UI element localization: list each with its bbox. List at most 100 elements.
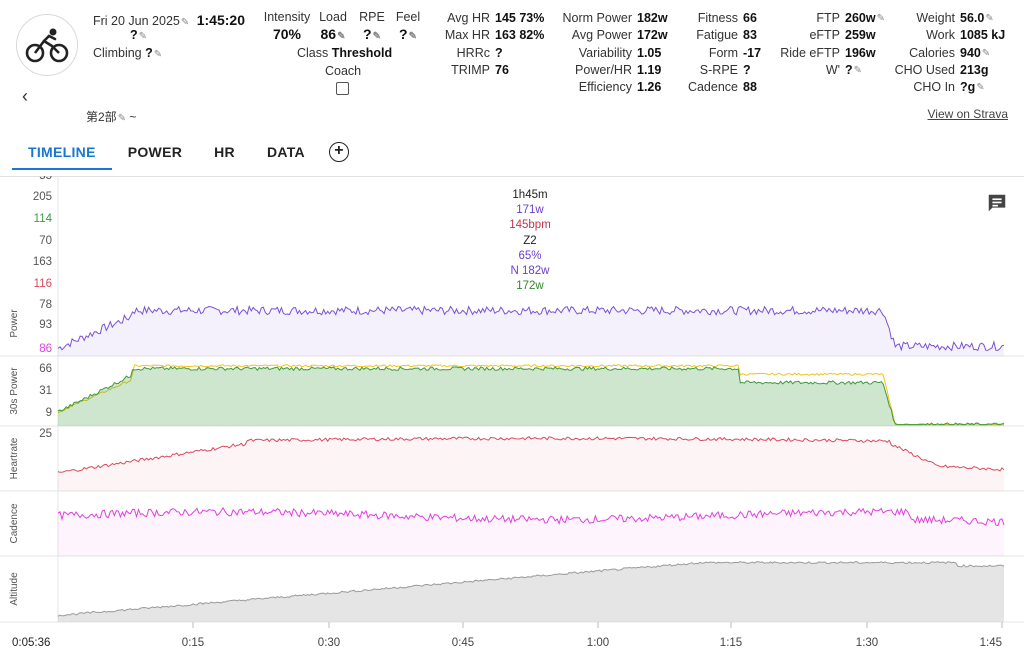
summary-norm-power: N 182w (510, 265, 550, 278)
stat-value: 56.0 (960, 11, 985, 25)
power30-series-line (57, 366, 1005, 426)
stat-cho-in[interactable]: CHO In ?g ✎ (893, 79, 1005, 96)
stat-value: 145 73% (495, 11, 545, 25)
x-tick-label: 1:15 (720, 637, 742, 649)
edit-pencil-icon[interactable]: ✎ (138, 31, 148, 42)
x-tick-label: 1:00 (587, 637, 609, 649)
feel-column[interactable]: Feel ?✎ (393, 10, 423, 42)
rpe-column[interactable]: RPE ?✎ (357, 10, 387, 42)
stat-variability: Variability 1.05 (548, 45, 668, 62)
y-tick-label: 116 (34, 278, 52, 290)
activity-title-value: ? (130, 28, 138, 42)
x-tick-label: 0:45 (452, 637, 474, 649)
lane-label: Cadence (9, 503, 20, 543)
activity-title-line[interactable]: ?✎ (130, 28, 147, 42)
power30-series-area (58, 366, 1004, 426)
stat-avg-hr: Avg HR 145 73% (428, 10, 544, 27)
load-value: 86 (320, 26, 337, 42)
tab-bar: TIMELINE POWER HR DATA + (12, 138, 349, 170)
add-tab-icon[interactable]: + (328, 142, 349, 162)
stat-value: 213g (960, 62, 989, 77)
edit-pencil-icon[interactable]: ✎ (981, 47, 991, 59)
stat-label: Max HR (444, 28, 490, 43)
stat-value: 260w (845, 11, 876, 25)
stat-value: 1085 kJ (960, 28, 1006, 43)
tab-power[interactable]: POWER (127, 144, 183, 160)
stat-value: 172w (637, 28, 668, 43)
y-tick-label: 70 (39, 235, 52, 247)
load-column[interactable]: Load 86✎ (316, 10, 350, 42)
view-on-strava-link[interactable]: View on Strava (927, 107, 1009, 121)
edit-pencil-icon[interactable]: ✎ (337, 31, 346, 42)
x-cursor-label: 0:05:36 (12, 637, 50, 649)
summary-avg-power: 171w (516, 204, 544, 217)
tab-timeline[interactable]: TIMELINE (12, 138, 112, 170)
stat-value: ?g (960, 80, 976, 95)
stat-fatigue: Fatigue 83 (676, 27, 761, 44)
stat-value: 196w (845, 45, 876, 60)
edit-pencil-icon[interactable]: ✎ (153, 49, 163, 60)
edit-pencil-icon[interactable]: ✎ (117, 113, 127, 124)
stat-label: CHO In (913, 80, 955, 95)
heartrate-series-line (57, 436, 1005, 473)
x-tick-label: 1:30 (856, 637, 878, 649)
tab-hr[interactable]: HR (214, 144, 235, 160)
edit-pencil-icon[interactable]: ✎ (372, 31, 381, 42)
edit-pencil-icon[interactable]: ✎ (976, 82, 985, 94)
chart-lanes: Power2261015530s Power20511470Heartrate1… (0, 176, 1024, 623)
stat-ftp[interactable]: FTP 260w ✎ (780, 10, 885, 27)
stat-value: ? (743, 62, 751, 77)
stat-label: Avg Power (571, 28, 632, 43)
altitude-series-area (58, 561, 1004, 622)
cycling-icon (25, 28, 69, 63)
stat-label: Work (926, 28, 955, 43)
coach-checkbox[interactable] (336, 82, 349, 95)
back-chevron-icon[interactable]: ‹ (22, 86, 28, 106)
stat-value: -17 (743, 45, 762, 60)
climbing-line[interactable]: Climbing ?✎ (93, 46, 162, 60)
stat-label: eFTP (809, 28, 840, 43)
stat-weight[interactable]: Weight 56.0 ✎ (893, 10, 1005, 27)
stat-value: 88 (743, 80, 757, 95)
stat-fitness: Fitness 66 (676, 10, 761, 27)
comment-icon[interactable] (986, 192, 1008, 217)
stat-label: Avg HR (447, 11, 490, 25)
stat-efficiency: Efficiency 1.26 (548, 79, 668, 96)
subtitle-suffix: ~ (129, 110, 137, 124)
ftp-stats: FTP 260w ✎ eFTP 259w Ride eFTP 196w W'? ✎ (780, 10, 885, 79)
y-tick-label: 25 (39, 428, 52, 440)
stat-s-rpe: S-RPE? (676, 62, 761, 79)
summary-avg-hr: 145bpm (509, 219, 551, 232)
stat-value: 163 82% (495, 28, 545, 43)
class-label: Class (297, 46, 329, 60)
stat-value: 1.05 (637, 45, 662, 60)
y-tick-label: 205 (33, 191, 52, 203)
tab-data[interactable]: DATA (266, 144, 305, 160)
x-axis: 0:05:36 0:15 0:30 0:45 1:00 1:15 1:30 1:45 (12, 622, 1003, 649)
stat-cho-used: CHO Used 213g (893, 62, 1005, 79)
y-tick-label: 66 (39, 363, 52, 375)
edit-pencil-icon[interactable]: ✎ (985, 13, 994, 24)
stat-calories[interactable]: Calories 940 ✎ (893, 45, 1005, 62)
stat-work: Work 1085 kJ (893, 27, 1005, 44)
stat-value: 182w (637, 11, 668, 25)
cadence-series-line (57, 506, 1005, 527)
timeline-chart[interactable]: Power2261015530s Power20511470Heartrate1… (0, 176, 1024, 654)
stat-form: Form -17 (676, 45, 761, 62)
x-tick-label: 0:30 (318, 637, 340, 649)
load-label: Load (319, 10, 347, 24)
tab-divider (0, 176, 1024, 177)
stat-value: 76 (495, 62, 509, 77)
intensity-label: Intensity (263, 10, 311, 24)
class-line[interactable]: Class Threshold (297, 46, 392, 60)
stat-norm-power: Norm Power 182w (548, 10, 668, 27)
edit-pencil-icon[interactable]: ✎ (408, 31, 417, 42)
edit-pencil-icon[interactable]: ✎ (853, 64, 863, 76)
heartrate-series-area (58, 436, 1004, 491)
edit-pencil-icon[interactable]: ✎ (180, 17, 190, 28)
lane-label: Heartrate (9, 437, 20, 479)
activity-subtitle[interactable]: 第2部✎ ~ (86, 108, 136, 125)
climbing-value: ? (145, 46, 153, 60)
edit-pencil-icon[interactable]: ✎ (876, 13, 885, 24)
stat-w-prime[interactable]: W'? ✎ (780, 62, 885, 79)
